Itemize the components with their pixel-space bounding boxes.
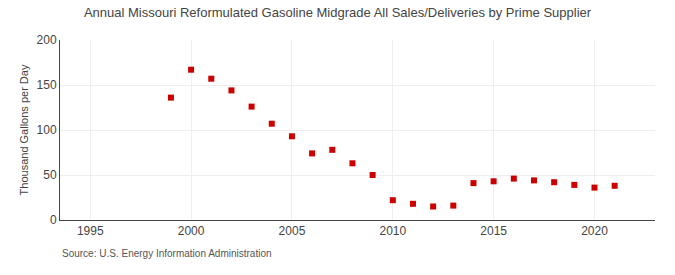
svg-text:Annual Missouri Reformulated G: Annual Missouri Reformulated Gasoline Mi… — [84, 5, 592, 20]
svg-text:2000: 2000 — [178, 224, 205, 238]
svg-text:0: 0 — [50, 213, 57, 227]
svg-text:50: 50 — [43, 168, 57, 182]
svg-text:Source: U.S. Energy Informatio: Source: U.S. Energy Information Administ… — [62, 248, 272, 259]
svg-text:100: 100 — [37, 123, 57, 137]
svg-text:1995: 1995 — [77, 224, 104, 238]
svg-text:200: 200 — [37, 33, 57, 47]
svg-text:2015: 2015 — [480, 224, 507, 238]
svg-text:2020: 2020 — [581, 224, 608, 238]
svg-text:2005: 2005 — [279, 224, 306, 238]
svg-text:2010: 2010 — [379, 224, 406, 238]
svg-text:Thousand Gallons per Day: Thousand Gallons per Day — [18, 64, 30, 195]
svg-text:150: 150 — [37, 78, 57, 92]
